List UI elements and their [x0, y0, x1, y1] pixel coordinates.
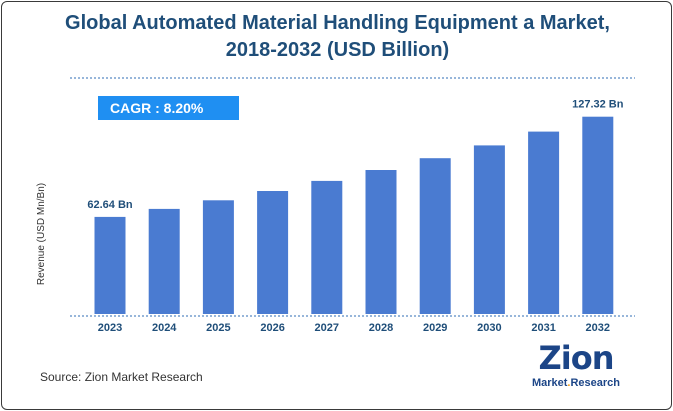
bar-2029: [419, 158, 451, 314]
bar-2025: [202, 200, 234, 314]
chart-title-line-2: 2018-2032 (USD Billion): [225, 39, 450, 61]
logo-sub-dot: .: [567, 377, 571, 389]
bar-2030: [473, 145, 505, 314]
y-axis-label: Revenue (USD Mn/Bn): [36, 182, 47, 286]
logo-sub-left: Market: [531, 377, 568, 389]
x-tick-label: 2026: [260, 322, 284, 334]
logo-wordmark: Zion: [538, 339, 615, 377]
x-tick-label: 2029: [423, 322, 447, 334]
zion-logo: Zion Market.Research: [521, 340, 631, 396]
chart-title-line-1: Global Automated Material Handling Equip…: [65, 12, 610, 34]
bar-2032: [582, 116, 614, 314]
bar-2031: [528, 131, 560, 314]
x-tick-label: 2027: [315, 322, 339, 334]
x-tick-label: 2030: [477, 322, 501, 334]
x-tick-label: 2023: [98, 322, 122, 334]
x-tick-label: 2028: [369, 322, 393, 334]
cagr-badge: CAGR : 8.20%: [98, 96, 239, 120]
logo-sub-right: Research: [570, 377, 621, 389]
bar-2023: [94, 216, 126, 314]
bar-2027: [311, 180, 343, 314]
x-tick-label: 2024: [152, 322, 177, 334]
logo-subtitle: Market.Research: [521, 377, 631, 389]
chart-title: Global Automated Material Handling Equip…: [2, 10, 671, 64]
source-note: Source: Zion Market Research: [40, 370, 203, 384]
x-tick-label: 2032: [586, 322, 610, 334]
data-label-2023: 62.64 Bn: [87, 199, 133, 211]
bars-group: [94, 116, 614, 314]
x-tick-label: 2025: [206, 322, 230, 334]
bar-2028: [365, 170, 397, 314]
x-tick-labels-group: 2023 2024 2025 2026 2027 2028 2029 2030 2031 2032: [98, 322, 610, 334]
bar-2024: [148, 208, 180, 314]
data-label-2032: 127.32 Bn: [572, 99, 624, 111]
data-labels-group: 62.64 Bn 127.32 Bn: [87, 99, 623, 211]
x-tick-label: 2031: [531, 322, 555, 334]
bar-2026: [257, 191, 289, 314]
